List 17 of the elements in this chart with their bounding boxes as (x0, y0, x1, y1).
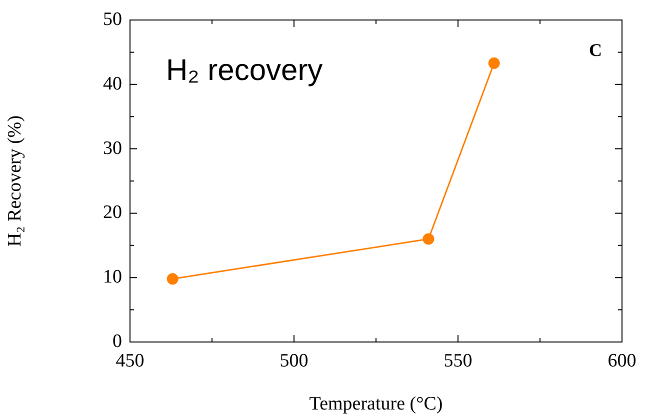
y-tick-label: 40 (103, 73, 122, 94)
annotation: H₂ recovery (166, 54, 323, 87)
x-tick-label: 500 (280, 350, 308, 372)
y-tick-label: 0 (112, 330, 122, 352)
y-tick-label: 10 (103, 266, 122, 288)
y-tick-label: 20 (103, 202, 122, 224)
point (488, 57, 500, 69)
y-tick-label: 50 (103, 8, 122, 30)
y-tick-label: 30 (103, 138, 122, 159)
x-tick-label: 600 (608, 350, 636, 372)
x-tick-label: 550 (444, 350, 472, 372)
y-axis-title: H₂ Recovery (%) (4, 115, 26, 247)
annotation: C (589, 40, 602, 60)
x-tick-label: 450 (116, 350, 144, 372)
x-axis-title: Temperature (°C) (309, 394, 443, 415)
point (166, 273, 178, 285)
point (422, 233, 434, 245)
